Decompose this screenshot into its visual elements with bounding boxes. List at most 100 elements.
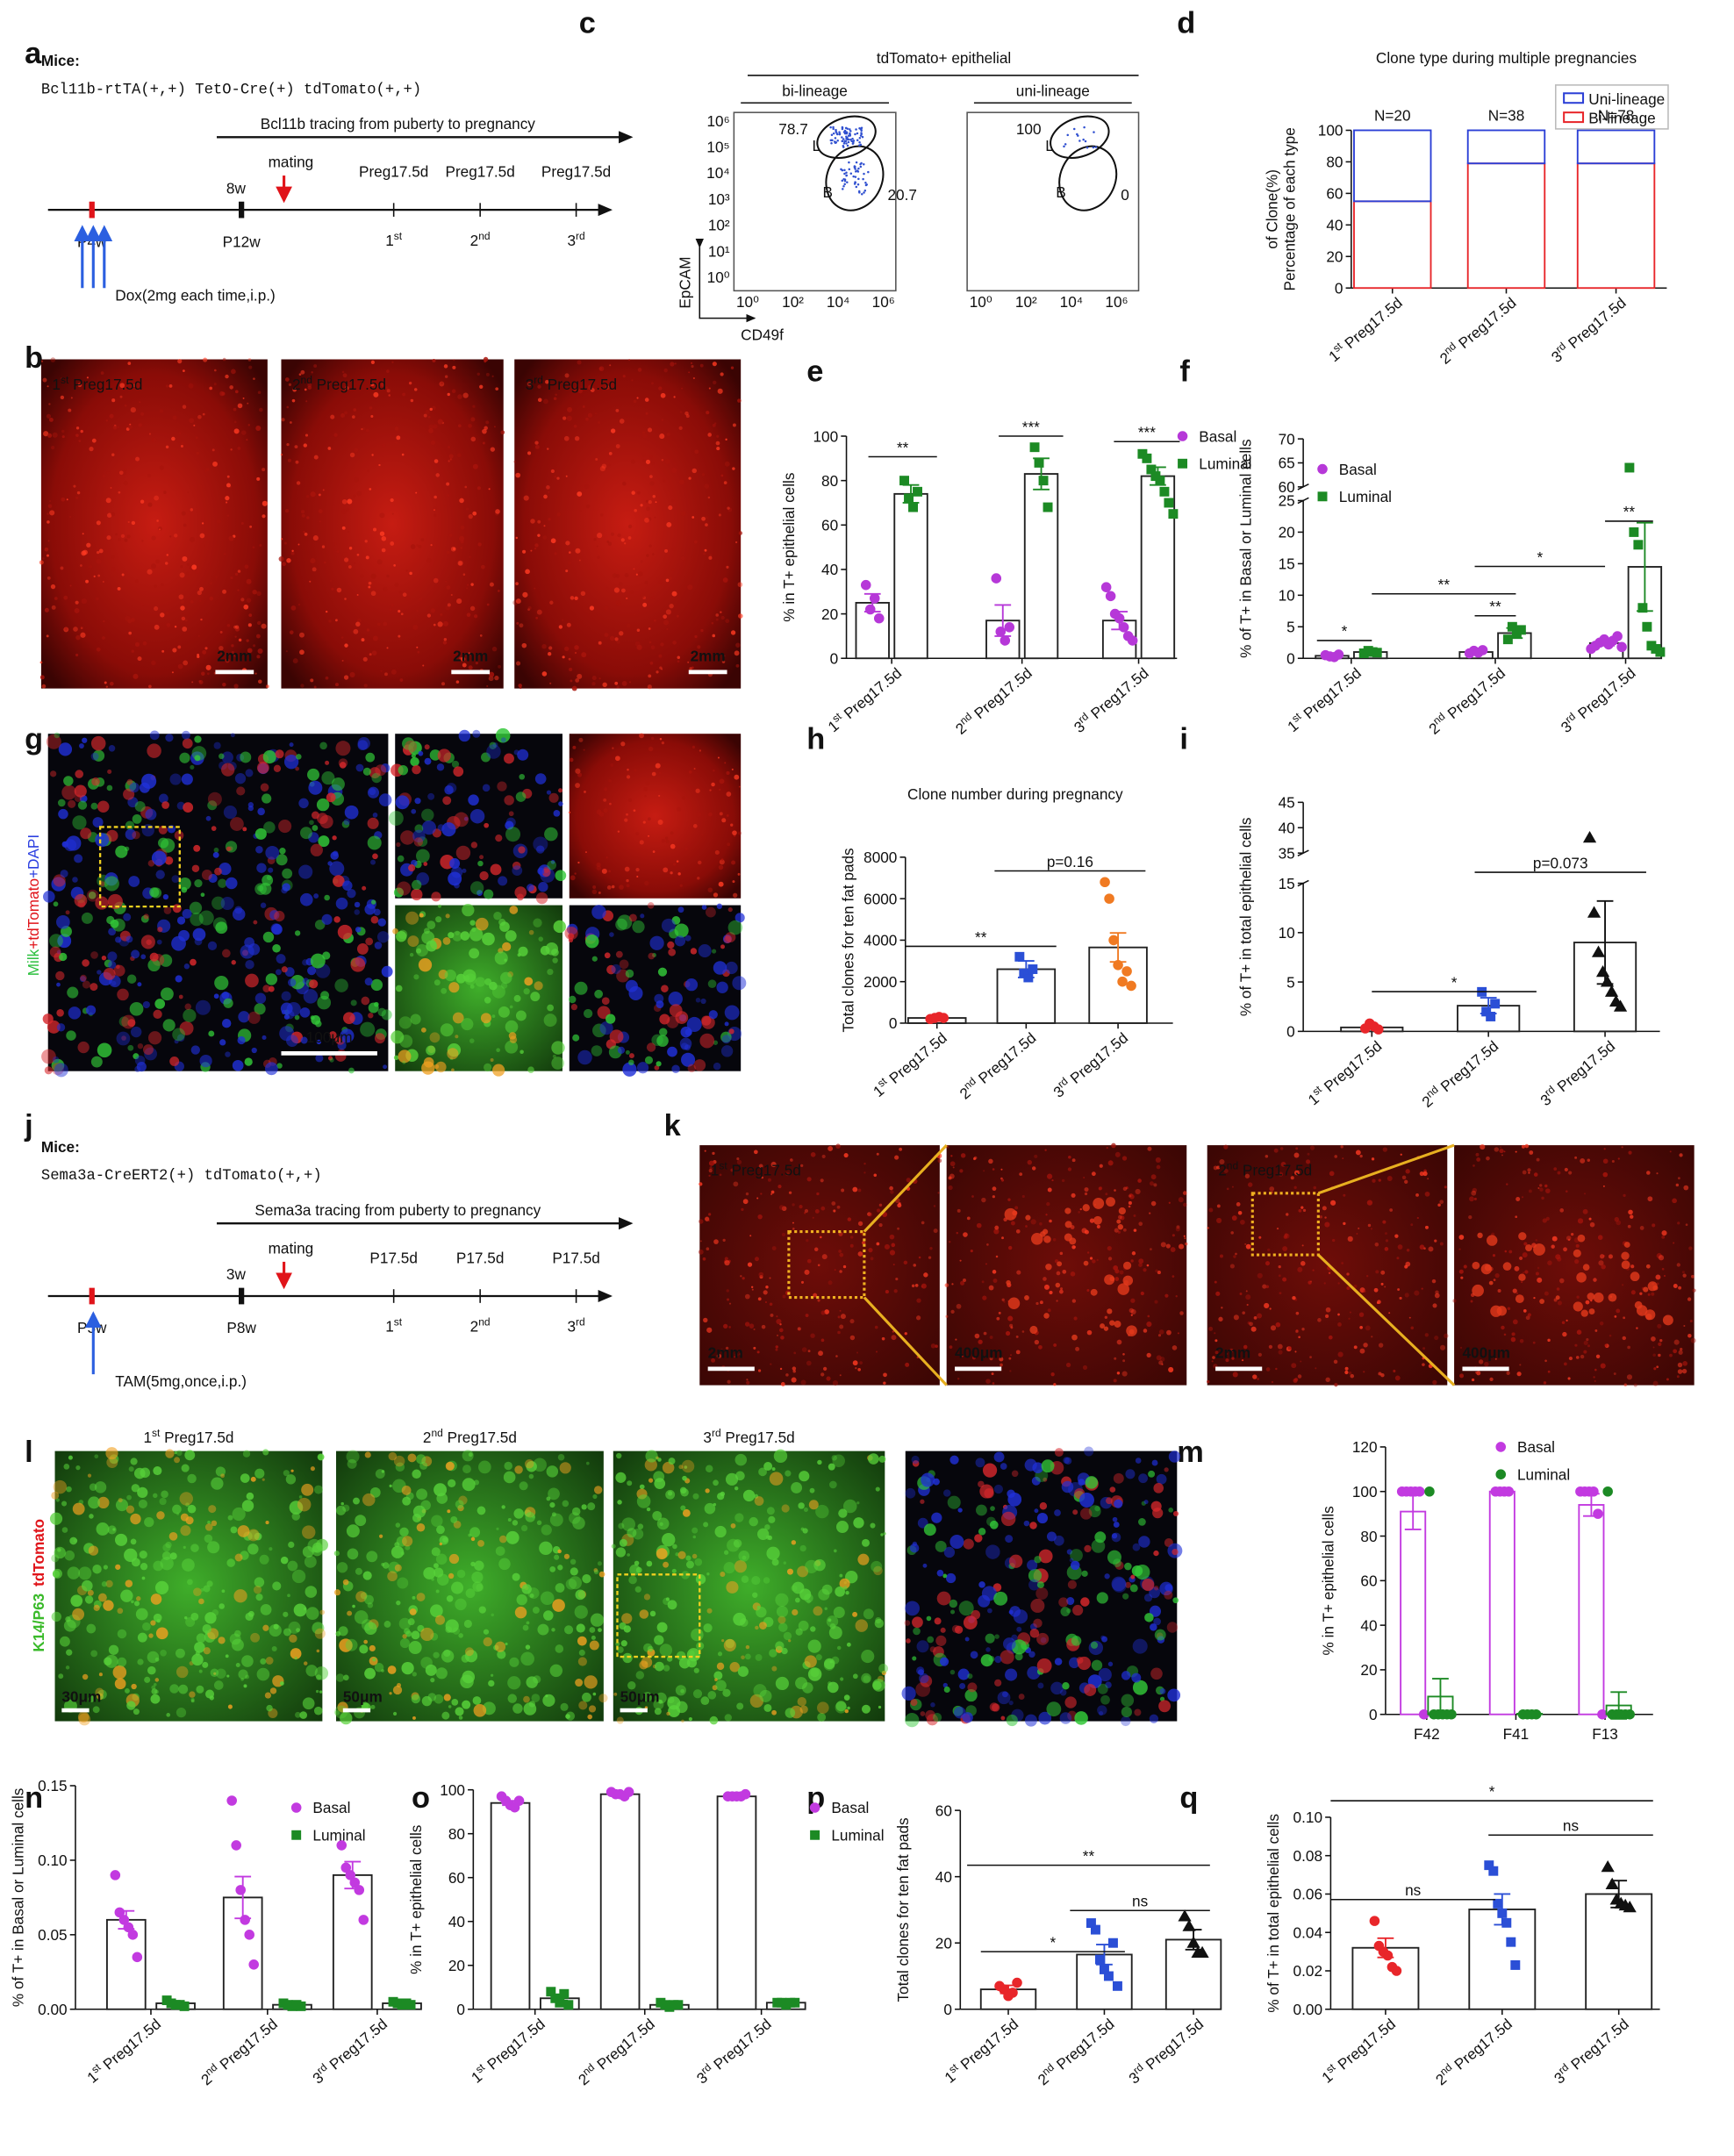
texture	[635, 832, 640, 836]
texture	[341, 509, 347, 514]
texture	[517, 893, 524, 901]
texture	[169, 535, 172, 538]
texture	[232, 1059, 244, 1071]
texture	[1244, 1243, 1247, 1245]
texture	[194, 569, 200, 574]
event	[835, 132, 838, 134]
texture	[1143, 1500, 1149, 1505]
texture	[194, 735, 202, 743]
texture	[971, 1195, 974, 1198]
texture	[1094, 1531, 1107, 1544]
texture	[839, 1578, 850, 1589]
texture	[469, 809, 485, 824]
texture	[76, 491, 81, 495]
y-tick-label: 40	[821, 561, 838, 578]
texture	[934, 1617, 942, 1625]
texture	[103, 1565, 108, 1570]
texture	[670, 843, 676, 849]
texture	[500, 737, 506, 743]
texture	[1575, 1356, 1580, 1359]
texture	[1040, 1637, 1047, 1644]
texture	[943, 1546, 956, 1558]
texture	[319, 1690, 323, 1694]
texture	[788, 1639, 792, 1643]
texture	[1348, 1317, 1351, 1320]
texture	[319, 520, 321, 523]
texture	[328, 1031, 337, 1039]
texture	[472, 405, 476, 408]
texture	[494, 675, 499, 681]
texture	[172, 415, 177, 420]
texture	[1628, 1150, 1632, 1155]
texture	[916, 1298, 921, 1303]
texture	[58, 808, 68, 820]
texture	[679, 411, 683, 413]
texture	[405, 911, 419, 925]
tree-texture	[1109, 1320, 1115, 1326]
texture	[246, 439, 248, 441]
texture	[754, 1257, 759, 1262]
texture	[843, 1694, 850, 1701]
texture	[360, 574, 364, 578]
y-tick-label: 20	[1326, 248, 1343, 266]
texture	[54, 1063, 68, 1078]
texture	[572, 387, 577, 392]
texture	[577, 1636, 587, 1646]
panel-letter: d	[1177, 7, 1195, 40]
significance-label: *	[1342, 622, 1348, 640]
texture	[202, 1623, 212, 1634]
texture	[398, 1617, 412, 1630]
texture	[936, 1591, 951, 1606]
texture	[1537, 1187, 1540, 1190]
texture	[699, 1240, 702, 1243]
texture	[817, 1701, 829, 1715]
texture	[58, 742, 73, 756]
texture	[369, 1486, 381, 1498]
texture	[189, 901, 203, 914]
texture	[1484, 1361, 1489, 1367]
texture	[86, 376, 89, 379]
texture	[1384, 1286, 1386, 1288]
texture	[75, 1465, 81, 1471]
texture	[1047, 1187, 1052, 1193]
texture	[763, 1577, 770, 1584]
texture	[1421, 1287, 1423, 1290]
texture	[746, 1380, 750, 1385]
texture	[260, 902, 267, 908]
texture	[694, 1558, 703, 1566]
texture	[452, 931, 462, 942]
texture	[724, 1005, 740, 1021]
texture	[518, 946, 528, 956]
texture	[641, 1657, 653, 1668]
texture	[342, 1579, 349, 1586]
texture	[1439, 1344, 1446, 1350]
texture	[342, 373, 348, 378]
texture	[583, 749, 585, 751]
texture	[449, 858, 461, 869]
texture	[1523, 1242, 1528, 1246]
texture	[1010, 1354, 1012, 1357]
texture	[475, 661, 479, 665]
texture	[367, 786, 380, 799]
texture	[190, 912, 204, 927]
texture	[1337, 1313, 1340, 1316]
texture	[512, 1703, 523, 1714]
texture	[1458, 1248, 1461, 1250]
texture	[160, 1557, 174, 1571]
texture	[232, 1507, 246, 1522]
texture	[61, 435, 65, 439]
texture	[1084, 1446, 1094, 1457]
texture	[333, 916, 340, 923]
texture	[594, 412, 597, 415]
chart-title: Clone number during pregnancy	[907, 785, 1123, 803]
texture	[341, 526, 346, 530]
flow-xtick: 10⁰	[970, 293, 992, 311]
texture	[470, 583, 474, 586]
texture	[1121, 1156, 1128, 1161]
texture	[773, 1449, 788, 1463]
texture	[231, 960, 236, 965]
texture	[482, 428, 487, 434]
texture	[355, 621, 361, 627]
texture	[147, 958, 161, 972]
texture	[423, 862, 428, 866]
